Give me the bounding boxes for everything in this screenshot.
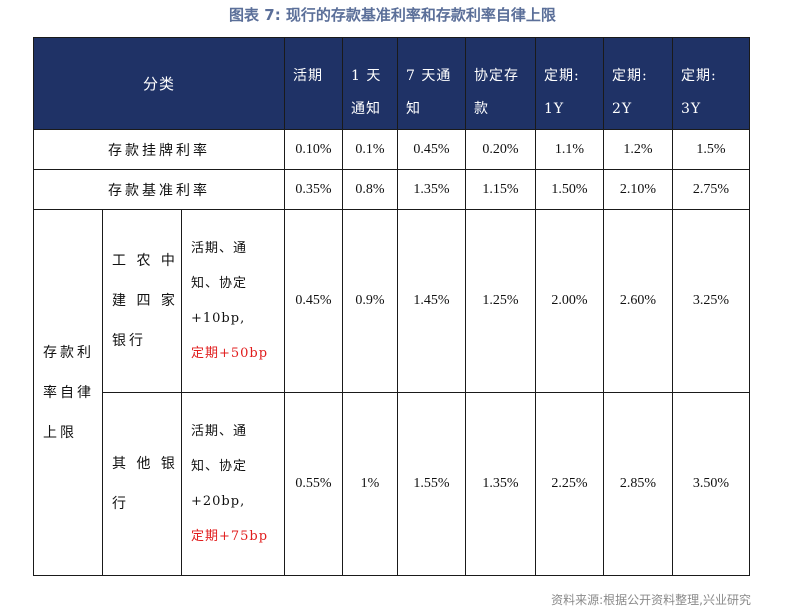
rate-cell: 0.45% xyxy=(397,129,467,170)
condition-cell: 活期、通 知、协定 +20bp, 定期+75bp xyxy=(180,392,286,576)
rate-cell: 3.50% xyxy=(672,392,751,576)
rate-cell: 0.9% xyxy=(342,209,399,393)
rate-cell: 1.15% xyxy=(465,169,537,210)
rate-cell: 3.25% xyxy=(672,209,751,393)
rate-cell: 0.8% xyxy=(342,169,399,210)
rate-cell: 1.35% xyxy=(465,392,537,576)
table-row: 其 他 银行 活期、通 知、协定 +20bp, 定期+75bp 0.55% 1% 1.… xyxy=(34,392,751,576)
rate-cell: 2.85% xyxy=(603,392,674,576)
table-row: 存款利 率自律 上限 工 农 中建 四 家银行 活期、通 知、协定 +10bp, 定期+5… xyxy=(33,209,751,576)
header-col: 1 天通知 xyxy=(342,37,399,130)
condition-cell: 活期、通 知、协定 +10bp, 定期+50bp xyxy=(180,209,286,393)
table-row: 存款挂牌利率 0.10% 0.1% 0.45% 0.20% 1.1% 1.2% … xyxy=(32,129,751,170)
figure-title: 图表 7: 现行的存款基准利率和存款利率自律上限 xyxy=(229,6,556,24)
rate-cell: 2.25% xyxy=(535,392,605,576)
rate-cell: 2.60% xyxy=(603,209,674,393)
rate-cell: 2.10% xyxy=(603,169,674,210)
rate-cell: 2.00% xyxy=(535,209,605,393)
rate-cell: 1.5% xyxy=(672,129,751,170)
header-category: 分类 xyxy=(32,37,286,130)
bank-group-label: 工 农 中建 四 家银行 xyxy=(102,209,182,393)
header-col: 7 天通知 xyxy=(397,37,467,130)
rate-cell: 1.1% xyxy=(535,129,605,170)
rate-cell: 0.1% xyxy=(342,129,399,170)
rate-cell: 0.20% xyxy=(465,129,537,170)
term-markup-text: 定期+50bp xyxy=(191,346,269,361)
rate-cell: 1.45% xyxy=(397,209,467,393)
header-col: 定期: 2Y xyxy=(603,37,674,130)
row-label: 存款挂牌利率 xyxy=(32,129,286,170)
rate-cell: 0.45% xyxy=(284,209,344,393)
rate-cell: 1.25% xyxy=(465,209,537,393)
header-col: 协定存款 xyxy=(465,37,537,130)
rate-cell: 1.2% xyxy=(603,129,674,170)
deposit-rate-table: 分类 活期 1 天通知 7 天通知 协定存款 定期: 1Y 定期: 2Y 定期: 3Y… xyxy=(32,37,751,576)
selfreg-label: 存款利 率自律 上限 xyxy=(33,209,103,576)
source-note: 资料来源:根据公开资料整理,兴业研究 xyxy=(551,593,751,607)
rate-cell: 1.50% xyxy=(535,169,605,210)
rate-cell: 0.10% xyxy=(284,129,344,170)
header-col: 定期: 1Y xyxy=(535,37,605,130)
rate-cell: 2.75% xyxy=(672,169,751,210)
bank-group-label: 其 他 银行 xyxy=(102,392,182,576)
header-col: 活期 xyxy=(284,37,344,130)
rate-cell: 1% xyxy=(342,392,399,576)
table-row: 存款基准利率 0.35% 0.8% 1.35% 1.15% 1.50% 2.10… xyxy=(32,169,751,210)
rate-cell: 0.55% xyxy=(284,392,344,576)
term-markup-text: 定期+75bp xyxy=(191,529,269,544)
rate-cell: 1.35% xyxy=(397,169,467,210)
rate-cell: 0.35% xyxy=(284,169,344,210)
rate-cell: 1.55% xyxy=(397,392,467,576)
row-label: 存款基准利率 xyxy=(32,169,286,210)
header-col: 定期: 3Y xyxy=(672,37,751,130)
